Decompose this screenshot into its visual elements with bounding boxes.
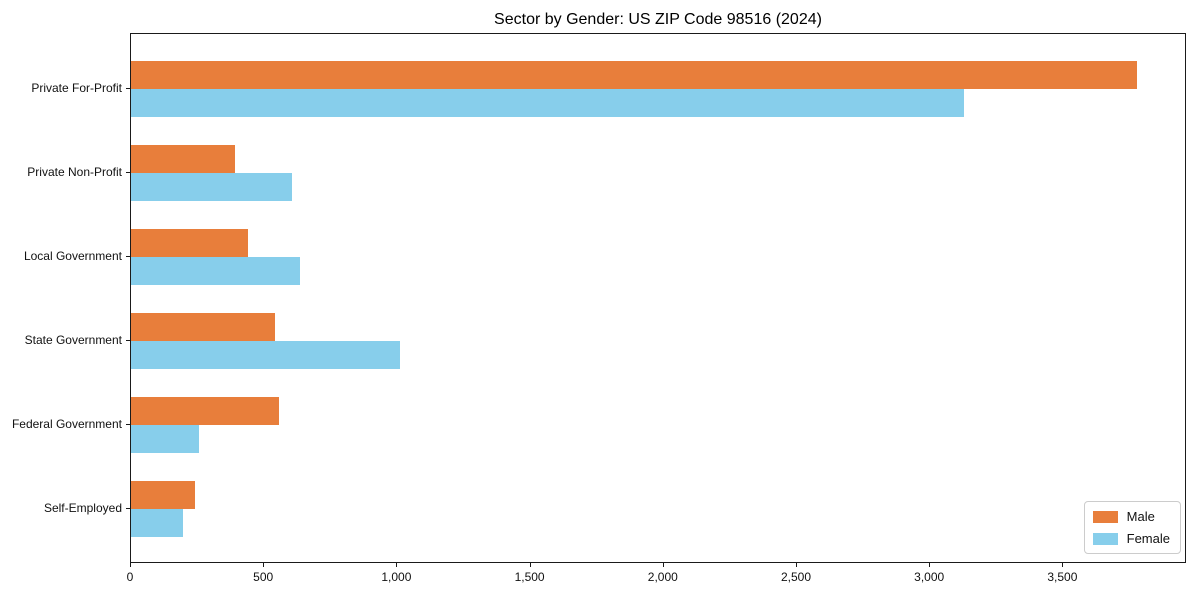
legend-swatch-male <box>1092 510 1118 523</box>
x-tick-mark <box>130 563 131 567</box>
bar-male-self-employed <box>131 481 195 509</box>
y-tick-mark <box>126 88 130 89</box>
legend-label-female: Female <box>1126 531 1170 546</box>
chart-title: Sector by Gender: US ZIP Code 98516 (202… <box>494 11 822 28</box>
y-tick-mark <box>126 508 130 509</box>
y-tick-mark <box>126 256 130 257</box>
bar-female-private-for-profit <box>131 89 964 117</box>
y-axis-label-state-government: State Government <box>24 333 122 347</box>
x-tick-label-1500: 1,500 <box>514 570 545 584</box>
bar-female-private-non-profit <box>131 173 293 201</box>
bar-male-private-non-profit <box>131 145 235 173</box>
plot-area: Male Female <box>130 33 1186 563</box>
y-axis-label-private-non-profit: Private Non-Profit <box>27 165 122 179</box>
y-axis-label-private-for-profit: Private For-Profit <box>31 81 122 95</box>
legend-entry-female: Female <box>1092 531 1170 546</box>
x-tick-mark <box>929 563 931 567</box>
legend: Male Female <box>1083 501 1181 554</box>
bar-male-private-for-profit <box>131 61 1137 89</box>
bar-female-federal-government <box>131 425 199 453</box>
bar-female-state-government <box>131 341 401 369</box>
x-tick-mark <box>396 563 398 567</box>
bar-female-local-government <box>131 257 301 285</box>
bar-female-self-employed <box>131 509 183 537</box>
y-axis-label-local-government: Local Government <box>23 249 122 263</box>
y-tick-mark <box>126 340 130 341</box>
x-tick-label-2000: 2,000 <box>647 570 678 584</box>
x-tick-mark <box>796 563 797 567</box>
bar-male-federal-government <box>131 397 279 425</box>
y-tick-mark <box>126 424 130 425</box>
x-tick-label-1000: 1,000 <box>381 570 412 584</box>
x-tick-label-3500: 3,500 <box>1047 570 1078 584</box>
x-tick-label-3000: 3,000 <box>914 570 945 584</box>
x-tick-mark <box>529 563 531 567</box>
legend-label-male: Male <box>1126 509 1155 524</box>
legend-swatch-female <box>1092 532 1118 545</box>
x-tick-mark <box>1062 563 1064 567</box>
y-tick-mark <box>126 172 130 173</box>
x-tick-label-0: 0 <box>126 570 134 584</box>
y-axis-label-self-employed: Self-Employed <box>43 501 122 515</box>
x-tick-label-500: 500 <box>253 570 274 584</box>
x-tick-mark <box>662 563 664 567</box>
bar-male-local-government <box>131 229 249 257</box>
x-tick-mark <box>263 563 265 567</box>
bar-male-state-government <box>131 313 275 341</box>
legend-entry-male: Male <box>1092 509 1170 524</box>
x-tick-label-2500: 2,500 <box>780 570 812 584</box>
y-axis-label-federal-government: Federal Government <box>11 417 122 431</box>
